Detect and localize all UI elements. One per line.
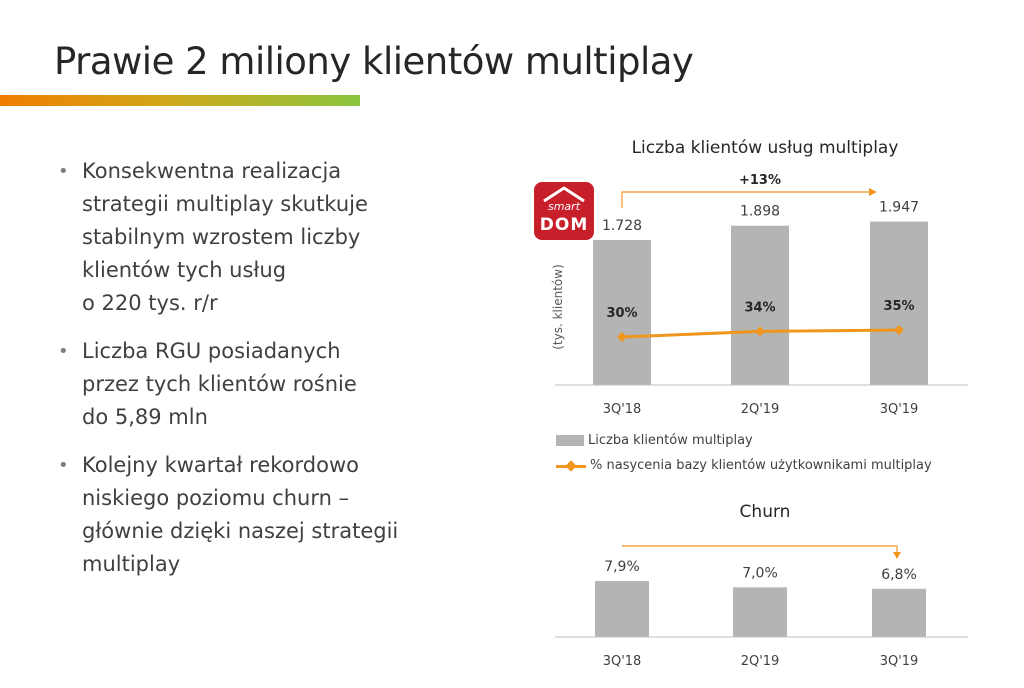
bar-value-label: 1.728: [602, 218, 642, 234]
x-tick-label: 3Q'18: [603, 654, 642, 669]
line-value-label: 30%: [606, 306, 637, 321]
bar-value-label: 1.898: [740, 204, 780, 220]
legend-item-bars: Liczba klientów multiplay: [556, 433, 753, 448]
title-accent-bar: [0, 95, 360, 106]
x-tick-label: 2Q'19: [741, 654, 780, 669]
x-tick-label: 3Q'18: [603, 402, 642, 417]
bar-clients: [593, 240, 651, 385]
bar-clients: [731, 225, 789, 385]
bar-value-label: 7,0%: [742, 565, 778, 581]
growth-annotation-line: [621, 191, 869, 208]
bar-churn: [595, 581, 649, 637]
line-point-saturation: [617, 332, 627, 342]
line-value-label: 34%: [744, 300, 775, 315]
legend-swatch-line: [556, 459, 586, 472]
line-point-saturation: [755, 326, 765, 337]
bar-value-label: 1.947: [879, 200, 919, 216]
logo-text-smart: smart: [547, 200, 581, 213]
bullet-item: Kolejny kwartał rekordowo niskiego pozio…: [56, 449, 436, 581]
x-tick-label: 3Q'19: [880, 402, 919, 417]
bar-value-label: 7,9%: [604, 559, 640, 575]
bar-churn: [872, 588, 926, 637]
bullet-list: Konsekwentna realizacja strategii multip…: [56, 155, 436, 596]
legend-item-line: % nasycenia bazy klientów użytkownikami …: [556, 458, 932, 473]
bar-churn: [733, 587, 787, 637]
clients-chart-ylabel: (tys. klientów): [551, 264, 565, 350]
line-saturation: [621, 328, 900, 339]
line-point-saturation: [894, 325, 904, 335]
bar-value-label: 6,8%: [881, 567, 917, 583]
legend-label: % nasycenia bazy klientów użytkownikami …: [590, 458, 932, 473]
growth-annotation-label: +13%: [739, 173, 781, 188]
house-roof-icon: [543, 186, 585, 203]
legend-label: Liczba klientów multiplay: [588, 433, 753, 448]
bullet-text: Kolejny kwartał rekordowo niskiego pozio…: [82, 453, 399, 576]
churn-trend-arrowhead: [893, 552, 901, 559]
logo-text-dom: DOM: [539, 215, 589, 235]
x-tick-label: 2Q'19: [741, 402, 780, 417]
legend-swatch-bar: [556, 435, 584, 446]
bar-clients: [870, 221, 928, 385]
growth-annotation-arrowhead: [869, 188, 877, 196]
slide-title: Prawie 2 miliony klientów multiplay: [54, 40, 694, 83]
x-tick-label: 3Q'19: [880, 654, 919, 669]
bullet-text: Liczba RGU posiadanych przez tych klient…: [82, 339, 357, 429]
line-value-label: 35%: [883, 299, 914, 314]
smart-dom-logo: smart DOM: [534, 182, 594, 240]
clients-chart-title: Liczba klientów usług multiplay: [631, 138, 899, 158]
churn-trend-line: [622, 545, 898, 552]
bullet-item: Konsekwentna realizacja strategii multip…: [56, 155, 436, 320]
churn-chart-title: Churn: [739, 502, 791, 522]
bullet-item: Liczba RGU posiadanych przez tych klient…: [56, 335, 436, 434]
bullet-text: Konsekwentna realizacja strategii multip…: [82, 159, 368, 315]
